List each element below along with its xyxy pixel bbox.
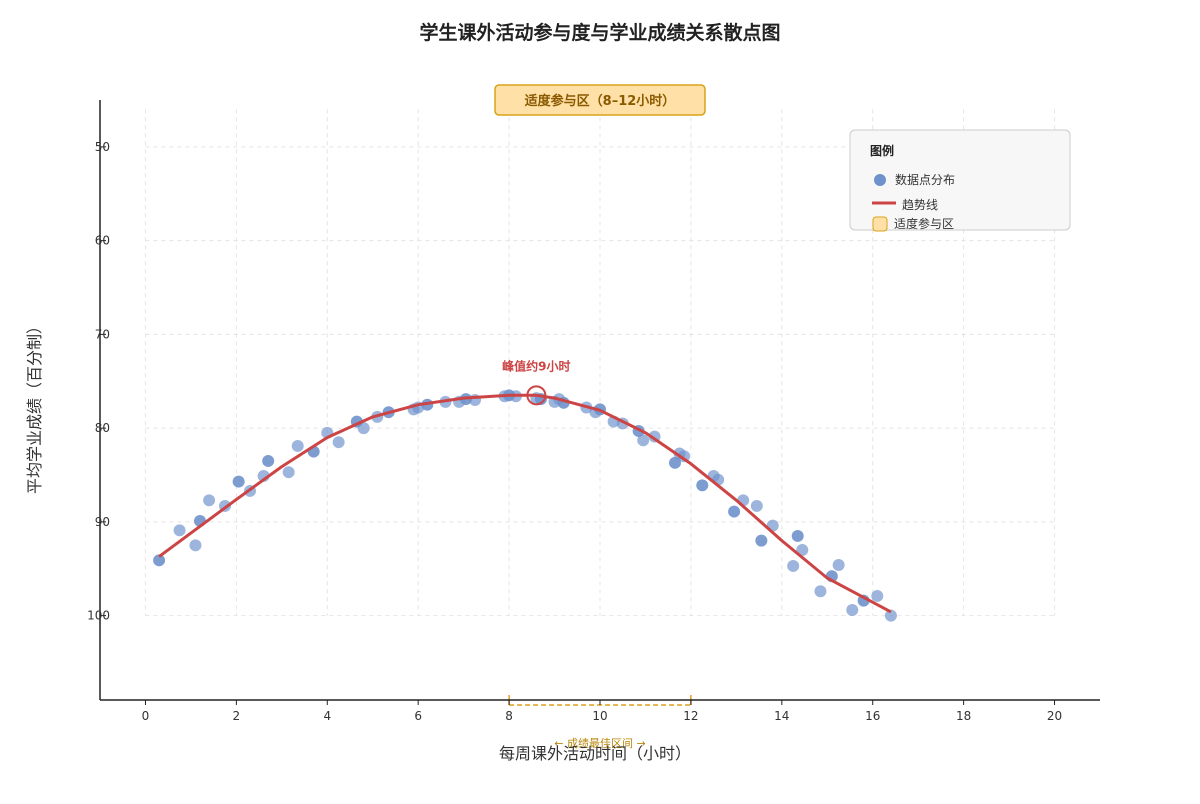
y-axis-label: 平均学业成绩（百分制） (25, 318, 44, 494)
x-tick-label: 18 (956, 709, 971, 723)
data-point (232, 475, 245, 488)
x-tick-label: 12 (683, 709, 698, 723)
chart-title: 学生课外活动参与度与学业成绩关系散点图 (419, 21, 780, 44)
data-point (796, 544, 809, 556)
y-tick-label: 80 (95, 421, 110, 435)
trend-line (158, 393, 892, 614)
data-points (153, 389, 897, 622)
data-point (750, 499, 763, 512)
legend-zone-marker (872, 216, 888, 232)
x-tick-label: 20 (1047, 709, 1062, 723)
x-tick-label: 2 (233, 709, 241, 723)
data-point (787, 559, 800, 572)
zone-banner-text: 适度参与区（8–12小时） (525, 93, 676, 109)
x-tick-label: 16 (865, 709, 880, 723)
y-tick-label: 70 (95, 327, 110, 341)
y-tick-label: 50 (95, 140, 110, 154)
data-point (153, 554, 166, 567)
data-point (173, 524, 186, 537)
peak-marker (526, 385, 547, 406)
legend: 图例 数据点分布 趋势线 适度参与区 (849, 129, 1071, 232)
data-point (814, 585, 827, 598)
y-tick-label: 90 (95, 515, 110, 529)
x-tick-label: 4 (323, 709, 331, 723)
x-tick-label: 10 (592, 709, 607, 723)
data-point (871, 589, 884, 602)
data-point (791, 529, 804, 542)
data-point (846, 604, 859, 616)
data-point (669, 456, 681, 469)
legend-box (849, 129, 1071, 231)
legend-zone-label: 适度参与区 (894, 216, 954, 231)
trend-line-group (158, 393, 892, 614)
x-tick-label: 14 (774, 709, 789, 723)
x-tick-label: 0 (142, 709, 150, 723)
x-tick-label: 6 (414, 709, 422, 723)
data-point (282, 466, 295, 479)
legend-point-marker (874, 174, 886, 186)
y-tick-label: 100 (87, 609, 110, 623)
axes: 0 2 4 6 8 10 12 14 16 18 20 50 60 70 80 90 100 (87, 100, 1100, 723)
optimal-range-label: ← 成绩最佳区间 → (554, 736, 645, 750)
data-point (357, 422, 370, 435)
x-tick-label: 8 (505, 709, 513, 723)
y-tick-label: 60 (95, 234, 110, 248)
legend-trend-label: 趋势线 (902, 198, 938, 212)
x-axis-label: 每周课外活动时间（小时） (499, 744, 691, 763)
data-point (728, 505, 741, 518)
data-point (262, 454, 275, 467)
data-point (832, 559, 845, 571)
annotations: 适度参与区（8–12小时） ← 成绩最佳区间 → 峰值约9小时 (494, 84, 706, 750)
legend-title: 图例 (870, 143, 894, 158)
data-point (637, 434, 650, 447)
data-point (755, 534, 768, 547)
legend-points-label: 数据点分布 (895, 172, 955, 187)
data-point (291, 439, 304, 452)
data-point (678, 450, 691, 463)
data-point (884, 609, 897, 622)
data-point (332, 436, 345, 449)
data-point (203, 494, 216, 507)
zone-banner (494, 84, 706, 116)
data-point (189, 539, 202, 552)
peak-label: 峰值约9小时 (502, 358, 570, 373)
data-point (696, 479, 709, 492)
